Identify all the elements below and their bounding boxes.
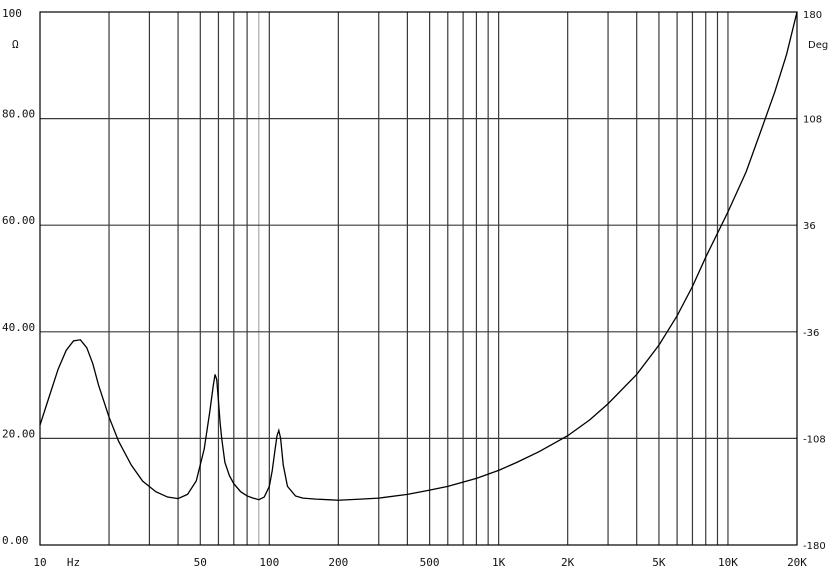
x-tick-label: 2K (561, 556, 575, 569)
x-tick-label: 1K (492, 556, 506, 569)
y-tick-label: 80.00 (2, 108, 35, 121)
x-unit-label: Hz (67, 556, 80, 569)
y2-tick-labels: 180 108 36 -36 -108 -180 (803, 10, 826, 552)
y2-tick-label: 108 (803, 115, 822, 126)
x-tick-labels: 10 50 100 200 500 1K 2K 5K 10K 20K (33, 556, 807, 569)
x-tick-label: 10K (718, 556, 738, 569)
y-tick-label: 0.00 (2, 534, 29, 547)
y-tick-label: 40.00 (2, 321, 35, 334)
y2-tick-label: -180 (803, 541, 826, 552)
y-tick-label: 60.00 (2, 214, 35, 227)
x-tick-label: 200 (328, 556, 348, 569)
y2-tick-label: 180 (803, 10, 822, 21)
x-tick-label: 100 (259, 556, 279, 569)
y2-unit-label: Deg (808, 40, 828, 51)
grid (40, 12, 797, 545)
y2-tick-label: -108 (803, 434, 826, 445)
y-unit-label: Ω (12, 38, 19, 51)
x-tick-label: 20K (787, 556, 807, 569)
impedance-curve (39, 11, 798, 501)
y-tick-label: 20.00 (2, 427, 35, 440)
x-tick-label: 5K (652, 556, 666, 569)
y2-tick-label: 36 (803, 221, 816, 232)
x-tick-label: 10 (33, 556, 46, 569)
x-tick-label: 50 (194, 556, 207, 569)
y2-tick-label: -36 (803, 328, 819, 339)
x-tick-label: 500 (420, 556, 440, 569)
y-tick-labels: 100 80.00 60.00 40.00 20.00 0.00 (2, 7, 35, 547)
y-tick-label: 100 (2, 7, 22, 20)
plot-frame (39, 11, 798, 546)
